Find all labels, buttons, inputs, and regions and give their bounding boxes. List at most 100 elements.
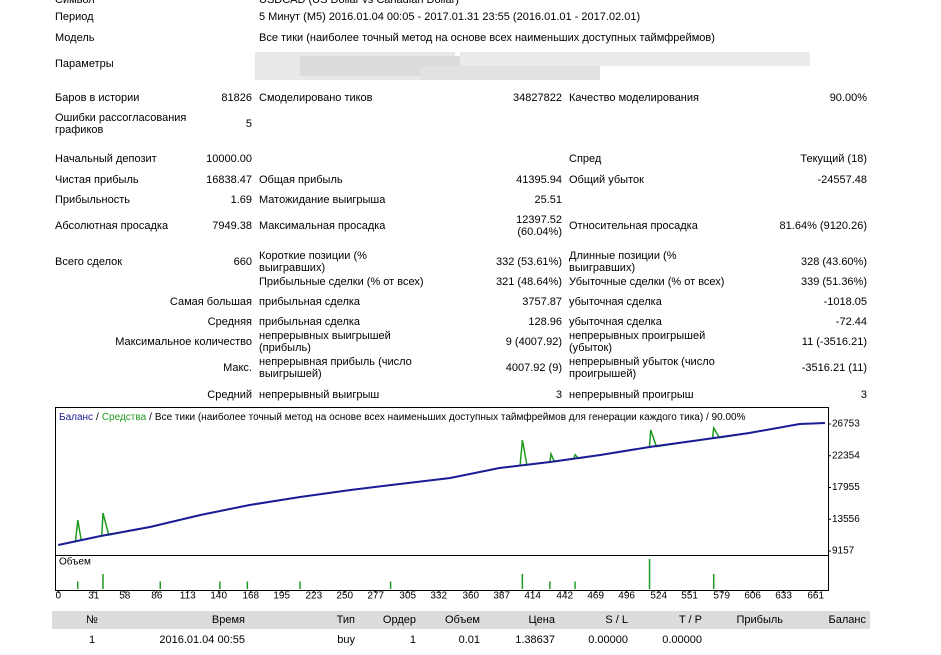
stat-value: 4007.92 (9)	[505, 362, 562, 374]
symbol-label: Символ	[55, 0, 95, 6]
stat-value: 1.69	[230, 194, 252, 206]
stat-value: 3	[860, 389, 867, 401]
x-tick-label: 277	[367, 591, 384, 602]
x-tick-label: 250	[336, 591, 353, 602]
x-tick-label: 195	[273, 591, 290, 602]
blurred-parameters	[460, 52, 810, 66]
x-tick-label: 524	[650, 591, 667, 602]
stat-label: Средний	[207, 389, 252, 401]
stat-value: 339 (51.36%)	[800, 276, 867, 288]
x-tick-label: 86	[151, 591, 163, 602]
y-tick-label: 13556	[832, 514, 860, 525]
table-cell: 0.00000	[662, 634, 702, 646]
table-header: T / P	[678, 614, 702, 626]
stat-label: Прибыльные сделки (% от всех)	[259, 276, 424, 288]
stat-label: Баров в истории	[55, 92, 140, 104]
table-header-bg	[52, 611, 870, 629]
table-header: S / L	[605, 614, 628, 626]
table-header: №	[86, 614, 98, 626]
balance-chart: 26753 22354 17955 13556 9157 0 31 58 86 113 140 168…	[55, 407, 860, 602]
stat-value: 25.51	[534, 194, 562, 206]
stat-label: непрерывных проигрышей (убыток)	[569, 330, 706, 354]
stat-value: 128.96	[528, 316, 562, 328]
stat-label: Ошибки рассогласования графиков	[55, 112, 187, 136]
legend-entry: Баланс	[59, 412, 93, 423]
stat-value: 81.64% (9120.26)	[779, 220, 867, 232]
stat-value: 321 (48.64%)	[495, 276, 562, 288]
y-tick-label: 26753	[832, 419, 860, 430]
stat-label: Короткие позиции (% выигравших)	[259, 250, 367, 274]
model-value: Все тики (наиболее точный метод на основ…	[259, 32, 715, 44]
table-cell: 1.38637	[515, 634, 555, 646]
x-tick-label: 113	[180, 591, 196, 602]
stat-value: -24557.48	[817, 174, 867, 186]
stat-label: Смоделировано тиков	[259, 92, 373, 104]
x-tick-label: 332	[430, 591, 447, 602]
table-cell: buy	[337, 634, 355, 646]
x-tick-label: 496	[618, 591, 635, 602]
stat-value: 3	[555, 389, 562, 401]
stat-label: Макс.	[223, 362, 252, 374]
legend: Баланс / Средства / Все тики (наиболее точны…	[59, 411, 746, 423]
y-tick-label: 22354	[832, 450, 860, 461]
stat-value: Текущий (18)	[800, 153, 867, 165]
x-tick-label: 579	[713, 591, 730, 602]
stat-label: непрерывных выигрышей (прибыль)	[259, 330, 391, 354]
x-tick-label: 360	[462, 591, 479, 602]
parameters-label: Параметры	[55, 58, 114, 70]
stat-value: 81826	[221, 92, 252, 104]
model-label: Модель	[55, 32, 95, 44]
stat-value: 7949.38	[212, 220, 252, 232]
stat-value: -3516.21 (11)	[801, 362, 867, 374]
stat-value: 16838.47	[206, 174, 252, 186]
stat-value: 3757.87	[522, 296, 562, 308]
legend-entry: Средства	[102, 412, 147, 423]
x-tick-label: 223	[305, 591, 322, 602]
stat-value: 34827822	[513, 92, 562, 104]
stat-label: Средняя	[207, 316, 252, 328]
stat-value: 660	[233, 256, 252, 268]
legend-note: Все тики (наиболее точный метод на основ…	[155, 411, 746, 423]
stat-label: Всего сделок	[55, 256, 123, 268]
stat-value: 328 (43.60%)	[800, 256, 867, 268]
stat-value: 10000.00	[206, 153, 252, 165]
y-tick-label: 9157	[832, 546, 855, 557]
stat-value: -1018.05	[823, 296, 867, 308]
x-tick-label: 606	[744, 591, 761, 602]
stat-value: 332 (53.61%)	[495, 256, 562, 268]
stat-label: убыточная сделка	[569, 316, 662, 328]
table-header: Баланс	[828, 614, 866, 626]
legend-separator: /	[149, 412, 152, 423]
x-tick-label: 469	[587, 591, 604, 602]
stat-value: 11 (-3516.21)	[801, 336, 867, 348]
x-tick-label: 58	[119, 591, 131, 602]
stat-label: прибыльная сделка	[259, 296, 361, 308]
table-cell: 1	[88, 634, 96, 646]
stat-label: Максимальное количество	[115, 336, 252, 348]
legend-separator: /	[96, 412, 99, 423]
table-header: Объем	[444, 614, 480, 626]
x-tick-label: 31	[88, 591, 100, 602]
x-tick-label: 387	[493, 591, 510, 602]
table-header: Тип	[336, 614, 355, 626]
stat-value: 41395.94	[516, 174, 562, 186]
stat-label: непрерывный выигрыш	[259, 389, 380, 401]
period-label: Период	[55, 11, 94, 23]
stat-label: Убыточные сделки (% от всех)	[569, 276, 725, 288]
table-cell: 2016.01.04 00:55	[159, 634, 245, 646]
stat-label: прибыльная сделка	[259, 316, 361, 328]
stat-label: Длинные позиции (% выигравших)	[569, 250, 677, 274]
period-value: 5 Минут (M5) 2016.01.04 00:05 - 2017.01.…	[259, 11, 641, 23]
symbol-value: USDCAD (US Dollar vs Canadian Dollar)	[259, 0, 459, 6]
stat-value: 5	[245, 118, 252, 130]
volume-frame	[55, 555, 829, 591]
stat-label: Чистая прибыль	[55, 174, 139, 186]
y-tick-label: 17955	[832, 482, 860, 493]
x-tick-label: 551	[681, 591, 698, 602]
stat-label: Относительная просадка	[569, 220, 698, 232]
x-tick-label: 414	[524, 591, 541, 602]
stat-label: непрерывный убыток (число проигрышей)	[569, 356, 715, 380]
volume-label: Объем	[59, 556, 91, 568]
x-tick-label: 168	[242, 591, 259, 602]
